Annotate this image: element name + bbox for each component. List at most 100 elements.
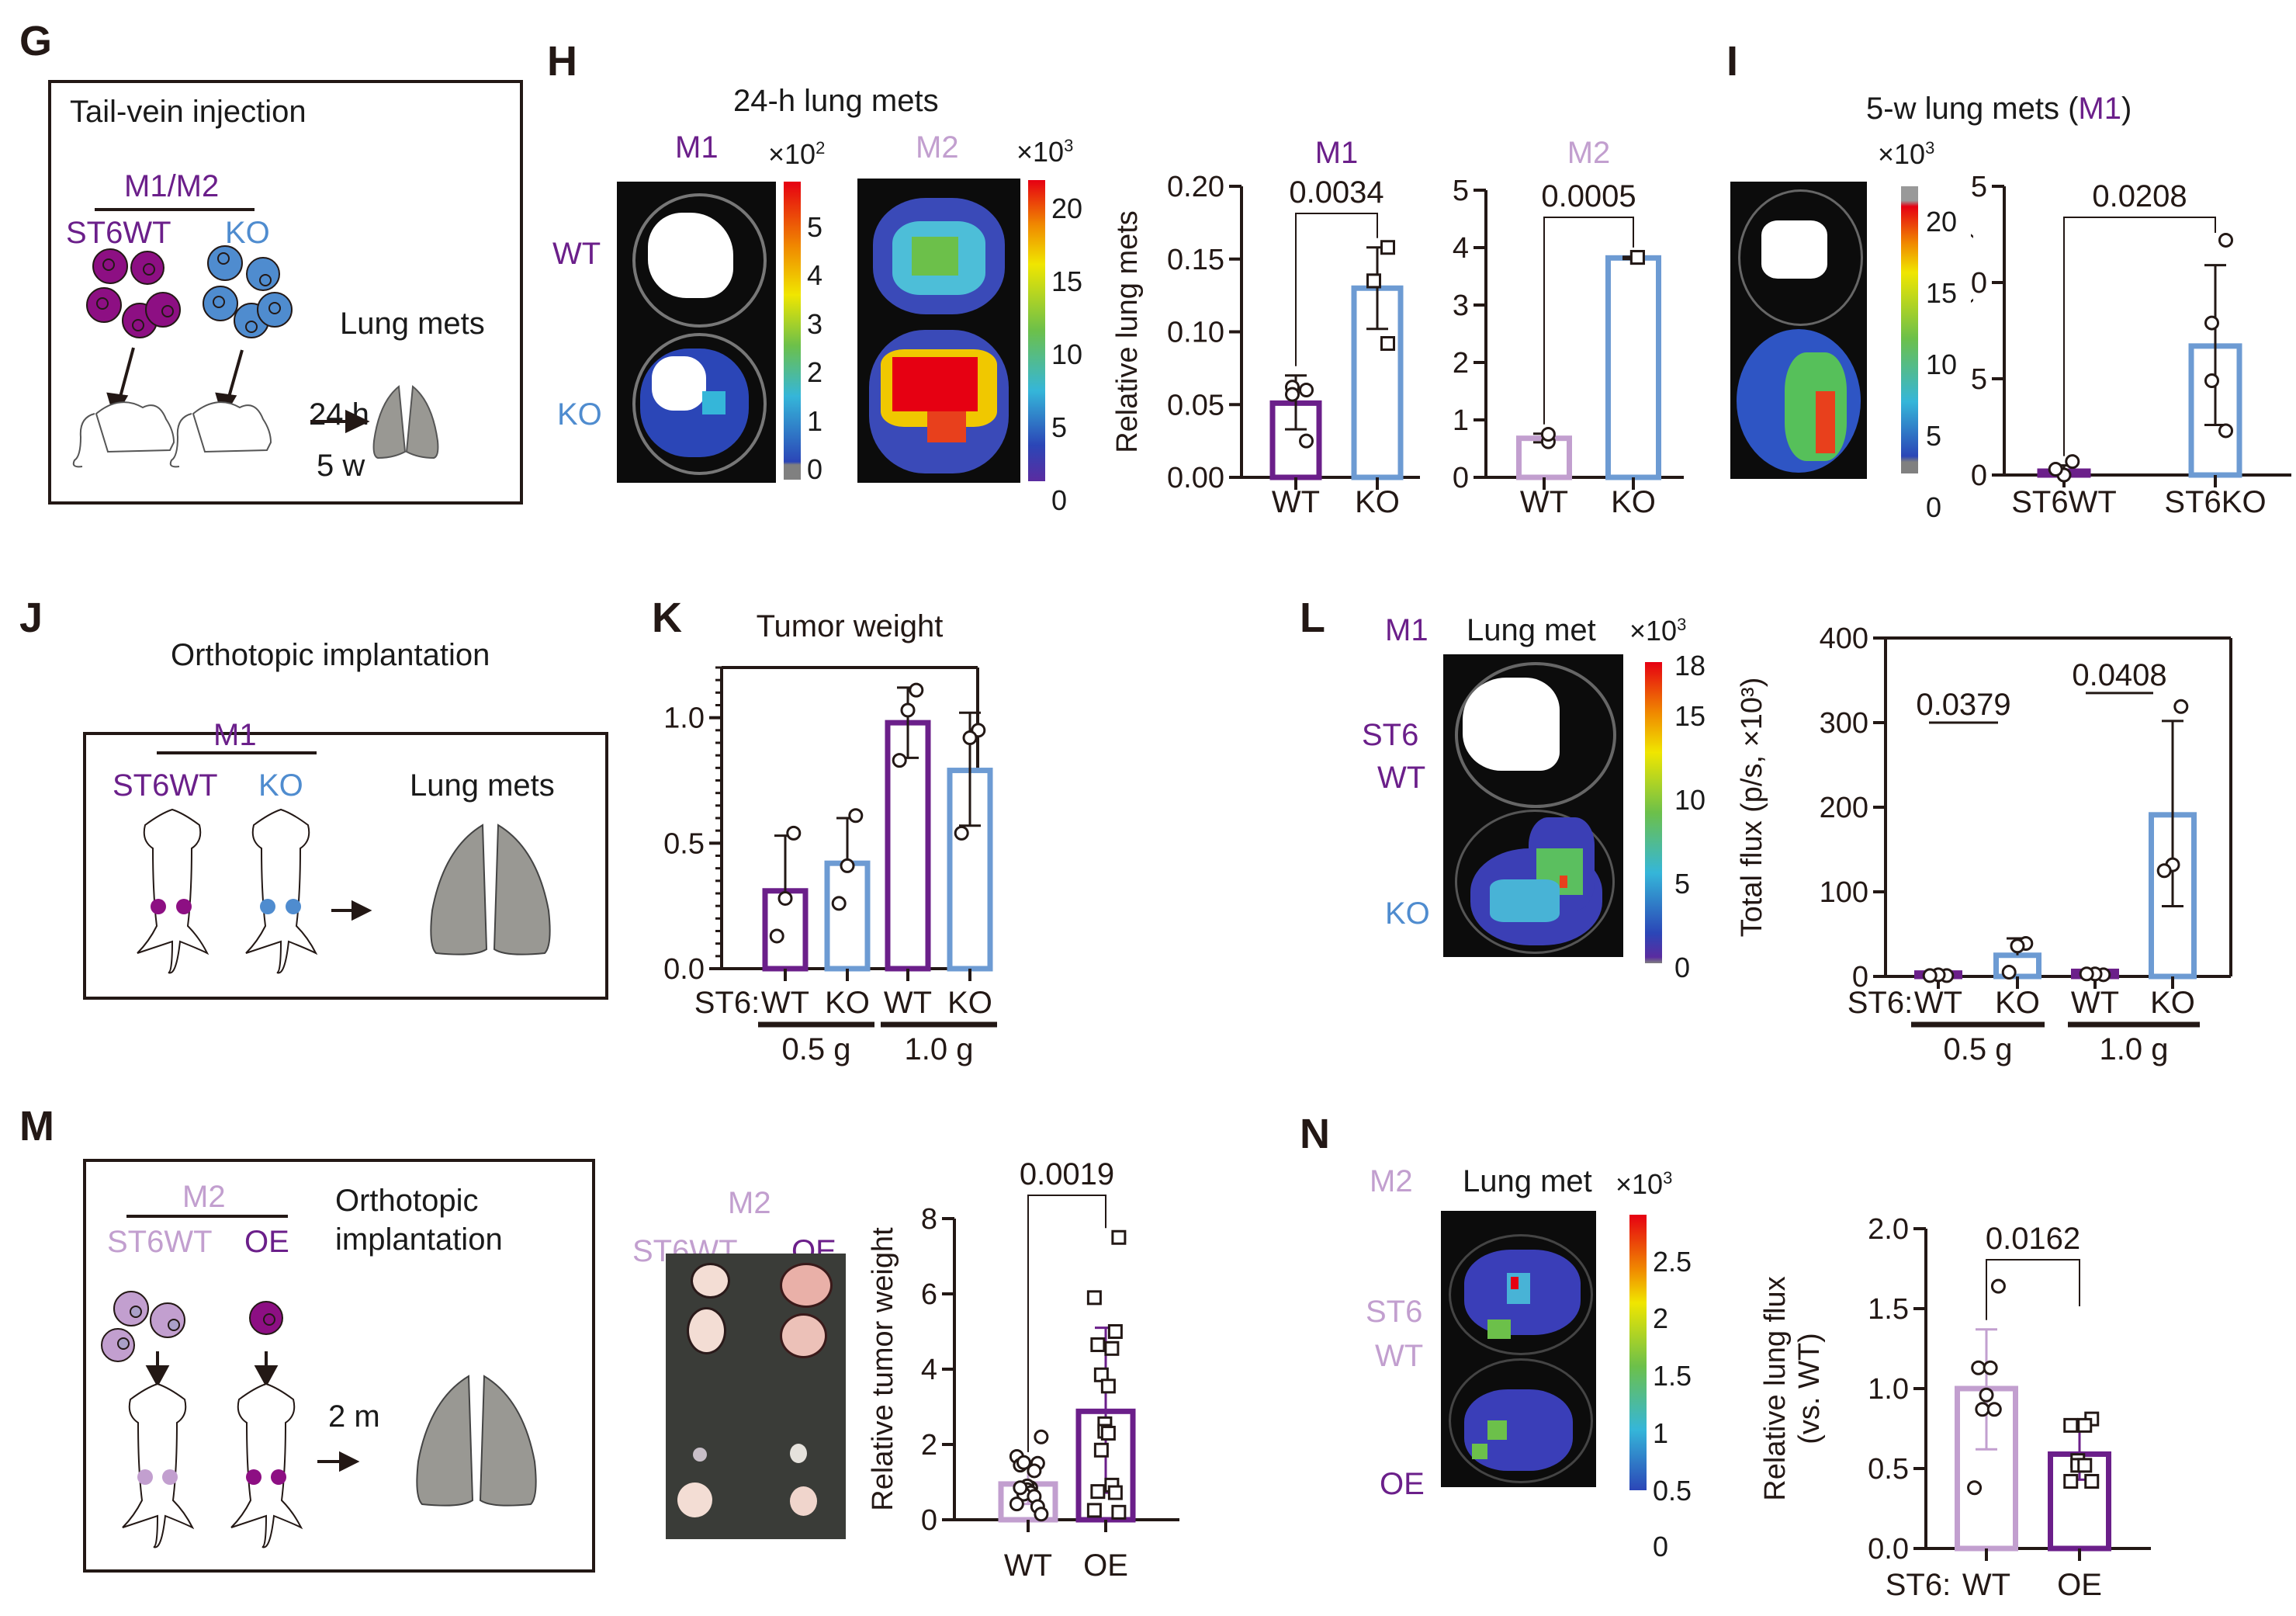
panel-m-wt-label: ST6WT — [107, 1225, 213, 1259]
x-tick-label: KO — [2150, 986, 2195, 1020]
panel-n-title: Lung met — [1463, 1164, 1592, 1198]
panel-m-illustration — [101, 1291, 537, 1548]
panel-m-time-label: 2 m — [328, 1399, 380, 1434]
data-point — [2173, 699, 2189, 714]
data-point — [1016, 1455, 1031, 1470]
panel-h-m2-colorbar-scale: ×103 — [1016, 136, 1074, 168]
data-point — [962, 730, 978, 746]
panel-l-title: Lung met — [1467, 613, 1596, 647]
x-tick-label: WT — [1272, 485, 1320, 519]
data-point — [2048, 462, 2063, 477]
panel-h-m2-colorbar — [1028, 180, 1045, 481]
p-value-label: 0.0019 — [1020, 1157, 1114, 1191]
panel-h-row-ko: KO — [557, 397, 602, 432]
p-value-label: 0.0408 — [2072, 658, 2166, 692]
x-tick-label: KO — [1995, 986, 2040, 1020]
x-tick-label: WT — [1004, 1548, 1052, 1583]
y-axis-label: Relative lung flux(vs. WT) — [1759, 1276, 1826, 1500]
panel-g-ko-label: KO — [225, 216, 270, 250]
chart-h-m2: 0 1 2 3 4 5 M2 WT KO 0.0005 — [1453, 136, 1684, 519]
y-axis-label: Relative lung mets — [1111, 210, 1144, 453]
data-point — [2079, 966, 2094, 982]
x-tick-label: OE — [1083, 1548, 1128, 1583]
p-value-label: 0.0379 — [1916, 688, 2010, 722]
wt-cells-icon — [86, 248, 181, 338]
panel-j-title: Orthotopic implantation — [171, 638, 490, 672]
y-tick-label: 0.0 — [663, 953, 705, 986]
chart-title: Tumor weight — [757, 609, 944, 643]
x-tick-label: WT — [884, 986, 932, 1020]
chart-k: 0.0 0.5 1.0 Tumor weight WT KO WT KO ST6: 0.5 g 1.… — [663, 609, 997, 1066]
panel-n-cbar-tick-0.5: 0.5 — [1653, 1475, 1692, 1507]
panel-i-title: 5-w lung mets (M1) — [1866, 92, 2132, 126]
panel-l-colorbar — [1645, 662, 1662, 963]
panel-j-schematic-box — [83, 732, 608, 1000]
panel-n-bli-image — [1441, 1211, 1596, 1487]
data-point — [1086, 1503, 1102, 1518]
panel-h-m1-label: M1 — [675, 130, 719, 165]
y-tick-label: 10 — [1971, 267, 1987, 300]
data-point — [1009, 1496, 1024, 1512]
wt-cells-icon — [101, 1291, 185, 1362]
chart-n: 0.0 0.5 1.0 1.5 2.0 Relative lung flux(vs. WT… — [1759, 1213, 2151, 1602]
panel-n-colorbar — [1629, 1215, 1647, 1490]
data-point — [1104, 1340, 1120, 1356]
panel-n-cbar-tick-1: 1 — [1653, 1417, 1669, 1449]
chart-title: M1 — [1315, 136, 1359, 170]
data-point — [1975, 1402, 1990, 1417]
y-tick-label: 8 — [921, 1203, 937, 1236]
panel-h-m2-colorbar-ticks: 20 15 10 5 0 — [1051, 192, 1083, 516]
data-point — [1540, 427, 1556, 442]
data-point — [1986, 1402, 2002, 1417]
panel-j-wt-label: ST6WT — [113, 768, 218, 803]
panel-j-group-label: M1 — [213, 718, 257, 752]
x-prefix-label: ST6: — [694, 986, 760, 1020]
panel-l-colorbar-scale: ×103 — [1629, 615, 1687, 647]
panel-h-row-wt: WT — [552, 237, 601, 271]
y-tick-label: 0.5 — [1868, 1453, 1909, 1486]
data-point — [1100, 1425, 1116, 1441]
data-point — [1090, 1484, 1106, 1500]
significance-bracket — [1986, 1259, 2080, 1320]
tumor-dots-icon — [151, 899, 301, 914]
bar-ko — [824, 860, 871, 972]
data-point — [1629, 250, 1645, 265]
panel-i-colorbar-scale: ×103 — [1878, 138, 1935, 170]
p-value-label: 0.0162 — [1986, 1222, 2080, 1256]
data-point — [1111, 1504, 1127, 1520]
panel-m-tumor-photo — [666, 1254, 846, 1539]
lung-icon — [372, 385, 439, 459]
y-tick-label: 1 — [1453, 404, 1469, 437]
data-point — [1013, 1480, 1028, 1496]
panel-g-group-line — [95, 208, 255, 211]
data-point — [954, 825, 969, 841]
data-point — [786, 825, 802, 841]
chart-h-m1: 0.00 0.05 0.10 0.15 0.20 Relative lung mets M1… — [1111, 136, 1420, 519]
panel-n-colorbar-scale: ×103 — [1616, 1168, 1673, 1200]
data-point — [1107, 1324, 1123, 1339]
panel-label-k: K — [652, 595, 682, 641]
x-tick-label: KO — [1611, 485, 1656, 519]
panel-l-cbar-tick-15: 15 — [1674, 700, 1706, 732]
chart-m: 0 2 4 6 8 Relative tumor weight WT OE 0.0019 — [869, 1157, 1179, 1583]
chart-i: 0 5 10 15 Total flux (×10³) ST6WT ST6KO 0.0208 — [1971, 171, 2291, 519]
y-axis-label: Total flux (p/s, ×10³) — [1736, 678, 1768, 938]
data-point — [2204, 315, 2219, 331]
y-tick-label: 5 — [1971, 363, 1987, 396]
y-tick-label: 0.5 — [663, 827, 705, 860]
y-tick-label: 6 — [921, 1278, 937, 1311]
y-tick-label: 0 — [1453, 462, 1469, 494]
panel-m-group-label: M2 — [182, 1180, 226, 1214]
y-tick-label: 300 — [1820, 707, 1868, 740]
panel-label-i: I — [1726, 38, 1739, 85]
group-label: 0.5 g — [1944, 1032, 2013, 1066]
panel-h-m1-colorbar-scale: ×102 — [768, 138, 826, 170]
data-point — [777, 890, 793, 906]
y-tick-label: 1.0 — [1868, 1373, 1909, 1406]
data-point — [892, 753, 907, 768]
data-point — [1107, 1485, 1123, 1500]
data-point — [1100, 1378, 1116, 1394]
data-point — [848, 808, 864, 824]
y-tick-label: 2 — [1453, 347, 1469, 380]
panel-j-outcome-label: Lung mets — [410, 768, 555, 803]
